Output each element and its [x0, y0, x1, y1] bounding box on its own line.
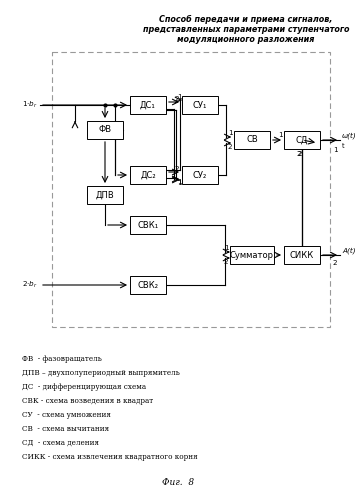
Text: СВК - схема возведения в квадрат: СВК - схема возведения в квадрат: [22, 397, 153, 405]
Text: СВК₂: СВК₂: [137, 280, 158, 289]
Text: 2·$b_r$: 2·$b_r$: [22, 280, 38, 290]
Text: t: t: [342, 143, 345, 149]
Text: A(t): A(t): [342, 248, 356, 254]
Text: ДПВ – двухполупериодный выпрямитель: ДПВ – двухполупериодный выпрямитель: [22, 369, 180, 377]
Text: 2: 2: [228, 144, 232, 150]
Bar: [87, 121, 123, 139]
Text: 2: 2: [175, 166, 179, 172]
Text: 1: 1: [177, 94, 181, 100]
Text: 2: 2: [175, 96, 179, 102]
Bar: [130, 216, 166, 234]
Bar: [87, 186, 123, 204]
Text: 1: 1: [278, 132, 282, 138]
Text: 1: 1: [224, 245, 228, 251]
Text: представленных параметрами ступенчатого: представленных параметрами ступенчатого: [143, 25, 349, 34]
Text: ФВ: ФВ: [99, 126, 111, 135]
Text: СИКК: СИКК: [290, 250, 314, 259]
Text: ФВ  - фазовращатель: ФВ - фазовращатель: [22, 355, 102, 363]
Text: 1·$b_r$: 1·$b_r$: [22, 100, 38, 110]
Text: 2: 2: [298, 151, 302, 157]
Bar: [284, 246, 320, 264]
Bar: [182, 96, 218, 114]
Bar: [52, 52, 330, 327]
Bar: [284, 131, 320, 149]
Bar: [130, 166, 166, 184]
Text: СВ  - схема вычитания: СВ - схема вычитания: [22, 425, 109, 433]
Text: ДС₁: ДС₁: [140, 100, 156, 109]
Text: СУ  - схема умножения: СУ - схема умножения: [22, 411, 111, 419]
Text: 2: 2: [297, 151, 301, 157]
Text: Способ передачи и приема сигналов,: Способ передачи и приема сигналов,: [159, 15, 333, 24]
Text: 1: 1: [228, 130, 232, 136]
Text: 2: 2: [333, 260, 337, 266]
Text: Сумматор: Сумматор: [230, 250, 274, 259]
Text: ДПВ: ДПВ: [96, 191, 114, 200]
Bar: [130, 96, 166, 114]
Text: ДС  - дифференцирующая схема: ДС - дифференцирующая схема: [22, 383, 146, 391]
Text: модуляционного разложения: модуляционного разложения: [177, 35, 315, 44]
Text: СД: СД: [296, 136, 308, 145]
Text: 1: 1: [177, 180, 181, 186]
Text: 2: 2: [224, 259, 228, 265]
Text: СД  - схема деления: СД - схема деления: [22, 439, 99, 447]
Text: СИКК - схема извлечения квадратного корня: СИКК - схема извлечения квадратного корн…: [22, 453, 198, 461]
Text: 1: 1: [177, 179, 181, 185]
Bar: [234, 131, 270, 149]
Bar: [230, 246, 274, 264]
Text: СУ₁: СУ₁: [193, 100, 207, 109]
Text: 1: 1: [333, 147, 337, 153]
Text: Фиг.  8: Фиг. 8: [162, 478, 194, 487]
Text: ДС₂: ДС₂: [140, 171, 156, 180]
Bar: [130, 276, 166, 294]
Text: СВ: СВ: [246, 136, 258, 145]
Text: ω(t): ω(t): [342, 133, 356, 139]
Bar: [182, 166, 218, 184]
Text: СУ₂: СУ₂: [193, 171, 207, 180]
Text: СВК₁: СВК₁: [137, 221, 158, 230]
